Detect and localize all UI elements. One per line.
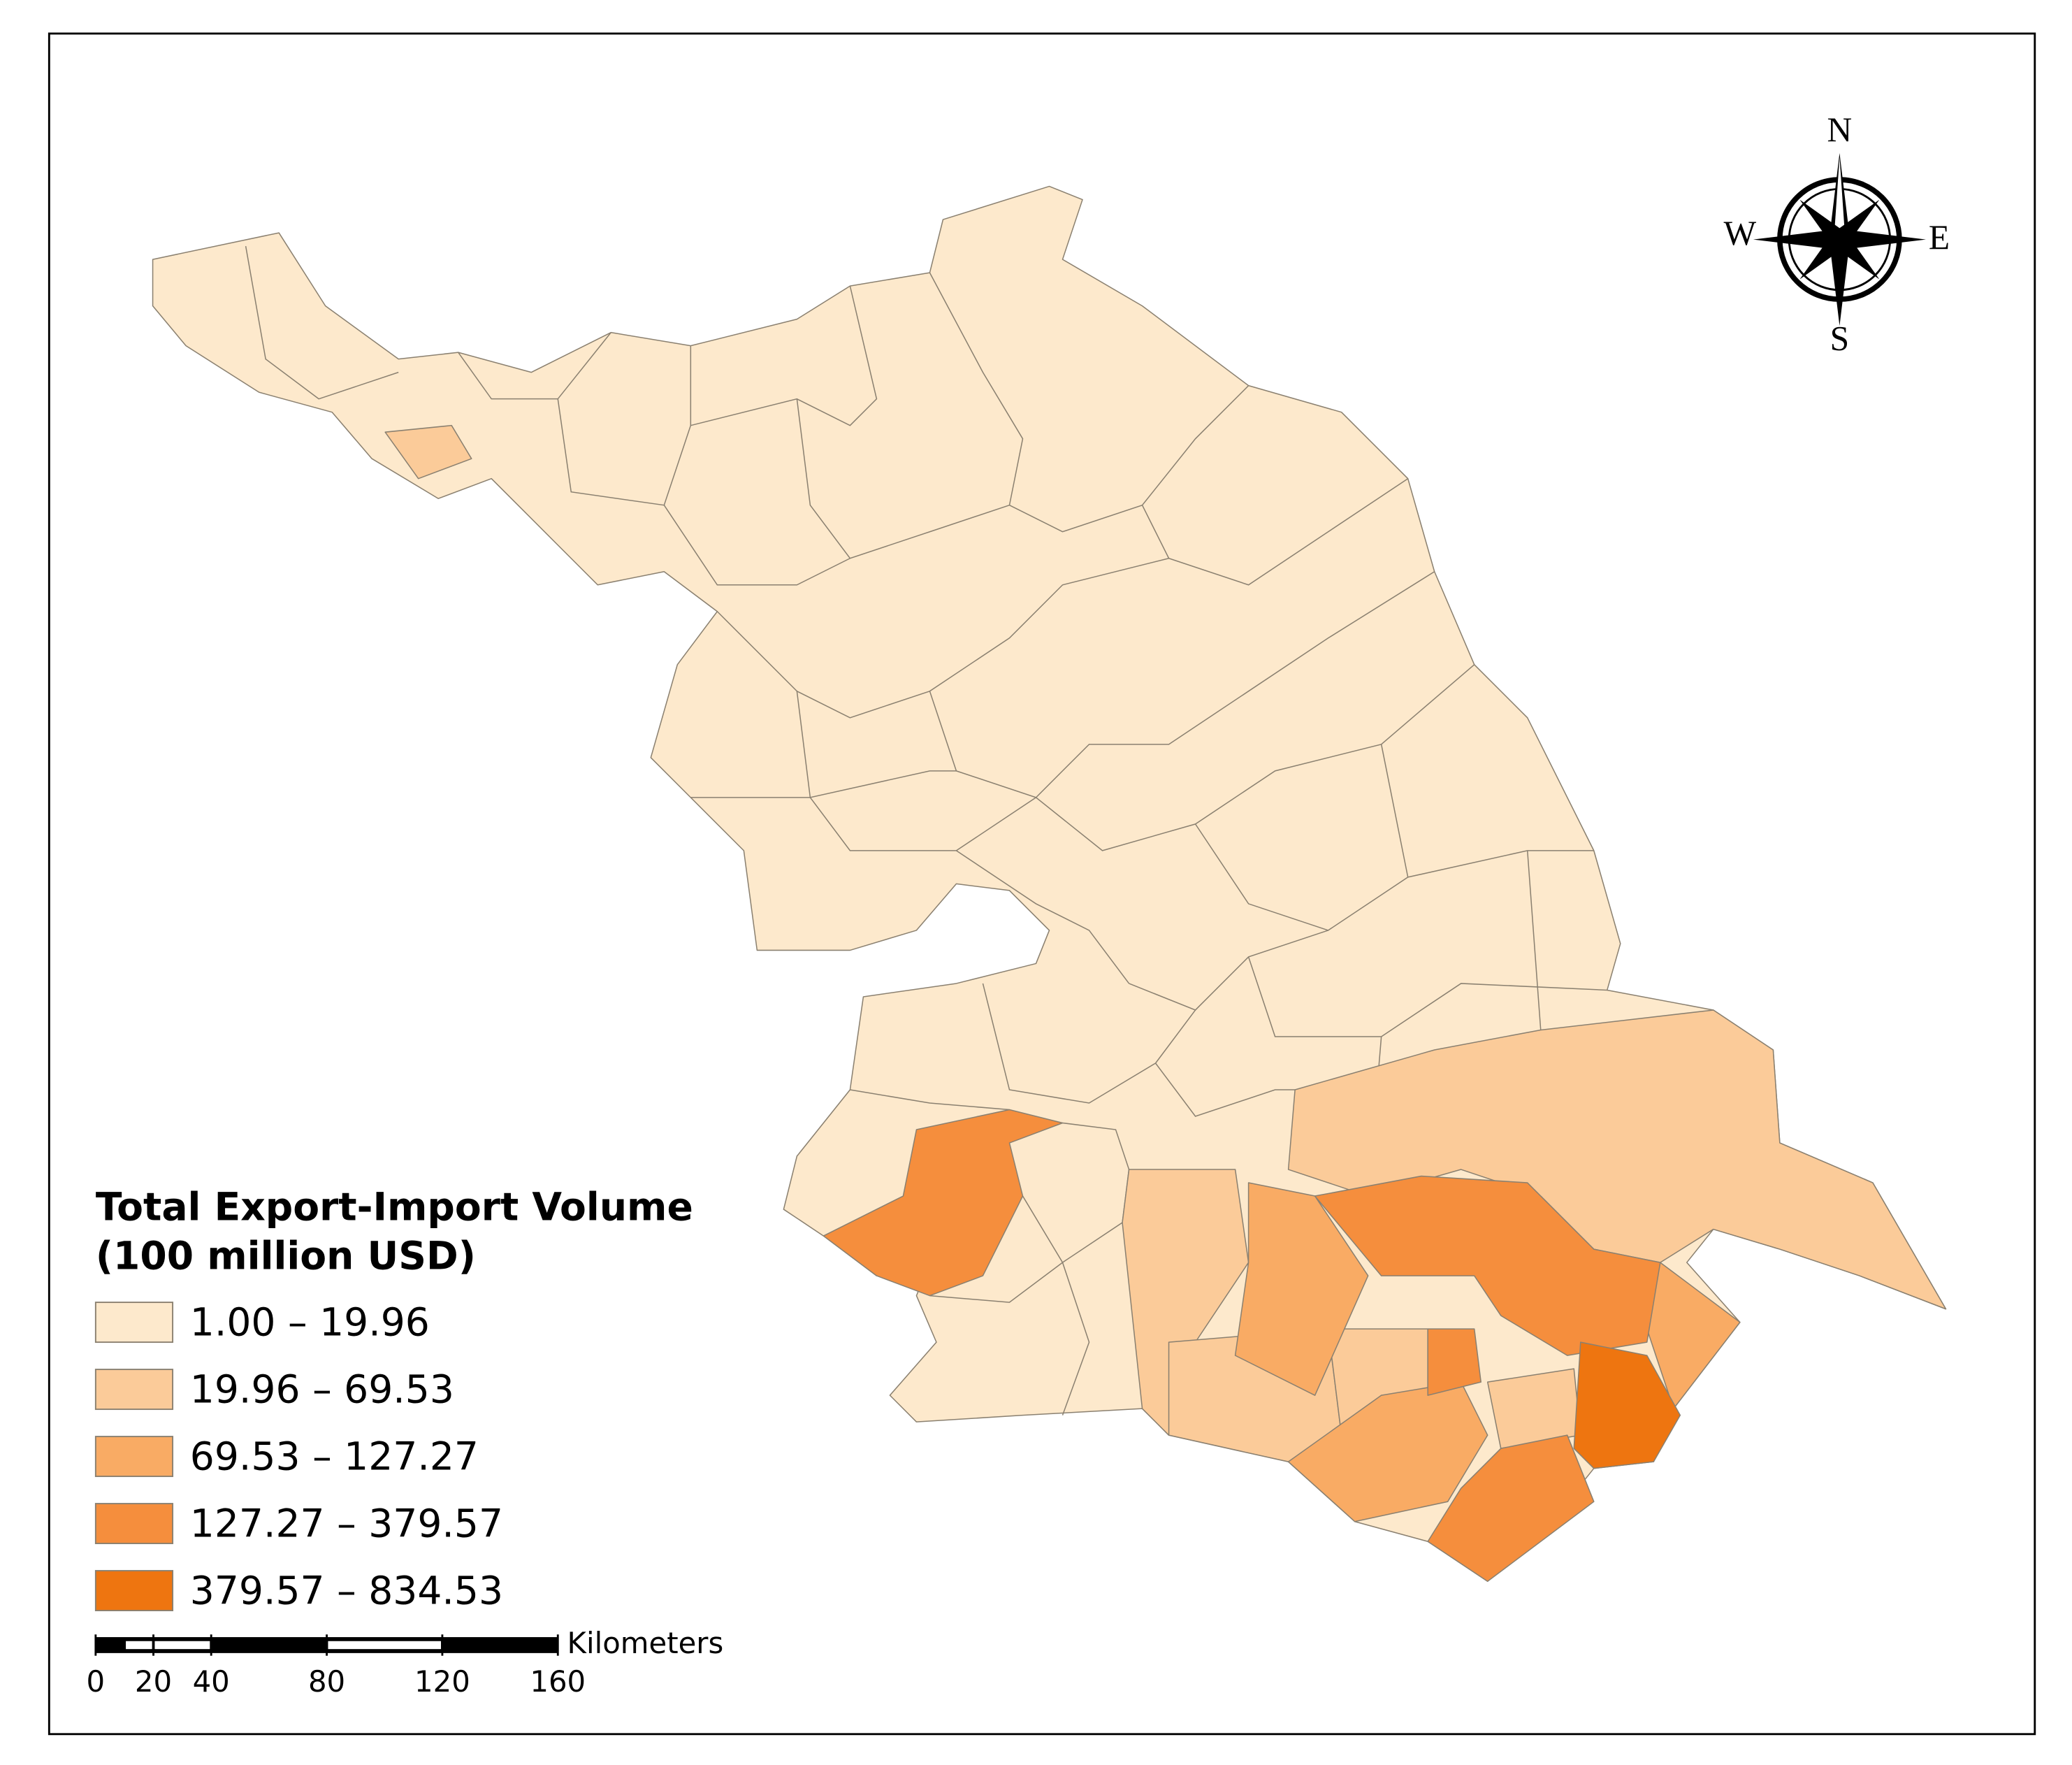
compass: N E S W <box>1724 110 1950 357</box>
compass-west: W <box>1724 214 1757 252</box>
scale-bar: Kilometers 0 20 40 80 120 160 <box>87 1626 724 1699</box>
region <box>1573 1341 1681 1469</box>
scale-unit: Kilometers <box>567 1626 724 1660</box>
legend-swatch <box>94 1369 174 1411</box>
compass-star <box>1834 157 1845 240</box>
compass-east: E <box>1929 218 1950 257</box>
scale-tick-label: 40 <box>193 1664 230 1699</box>
scale-tick-label: 20 <box>135 1664 172 1699</box>
legend: Total Export-Import Volume (100 million … <box>94 1184 693 1613</box>
regions <box>152 185 1947 1582</box>
legend-swatch <box>94 1570 174 1612</box>
legend-swatch <box>94 1302 174 1343</box>
legend-title: Total Export-Import Volume <box>96 1184 693 1229</box>
scale-tick-label: 160 <box>530 1664 586 1699</box>
region <box>384 424 472 480</box>
scale-tick-label: 80 <box>308 1664 345 1699</box>
legend-swatch <box>94 1503 174 1545</box>
region <box>1427 1328 1481 1396</box>
district-borders <box>245 245 1607 1415</box>
scale-segment <box>328 1641 442 1650</box>
legend-label: 69.53 – 127.27 <box>190 1434 479 1479</box>
legend-title: (100 million USD) <box>96 1234 476 1278</box>
legend-label: 19.96 – 69.53 <box>190 1367 454 1412</box>
compass-south: S <box>1830 319 1849 357</box>
compass-north: N <box>1827 110 1853 149</box>
region <box>1427 1434 1595 1582</box>
region <box>823 1109 1064 1297</box>
scale-tick-label: 120 <box>414 1664 470 1699</box>
legend-label: 127.27 – 379.57 <box>190 1501 503 1546</box>
legend-swatch <box>94 1436 174 1478</box>
region <box>1287 1381 1488 1522</box>
compass-star <box>1799 199 1880 280</box>
scale-segment <box>126 1641 152 1650</box>
region <box>1314 1175 1661 1356</box>
scale-segment <box>154 1641 210 1650</box>
region <box>1287 1009 1947 1310</box>
legend-label: 379.57 – 834.53 <box>190 1569 503 1613</box>
legend-label: 1.00 – 19.96 <box>190 1300 430 1345</box>
scale-tick-label: 0 <box>87 1664 106 1699</box>
